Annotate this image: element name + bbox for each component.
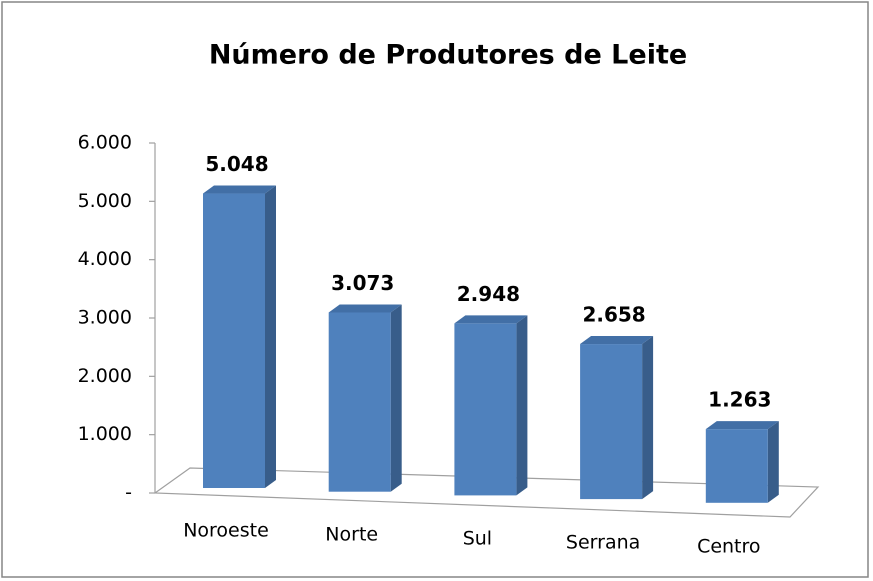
y-tick-label: 3.000 <box>78 307 132 329</box>
bar <box>705 429 768 503</box>
bar-side <box>767 421 779 503</box>
value-label: 1.263 <box>708 388 771 412</box>
floor <box>153 467 820 518</box>
value-label: 2.948 <box>457 282 520 306</box>
bar-top <box>203 185 276 194</box>
x-tick-label: Centro <box>697 536 760 558</box>
y-tick-label: - <box>125 482 132 504</box>
bar <box>328 312 391 492</box>
bar-side <box>516 315 528 496</box>
bar <box>580 344 643 500</box>
value-label: 3.073 <box>331 271 394 295</box>
y-tick-label: 4.000 <box>78 248 132 270</box>
x-tick-label: Serrana <box>566 532 640 554</box>
bar <box>203 193 265 489</box>
y-tick-label: 5.000 <box>78 190 132 212</box>
bar-top <box>705 421 779 430</box>
value-label: 5.048 <box>205 152 268 176</box>
x-tick-label: Noroeste <box>183 520 269 542</box>
y-tick-label: 6.000 <box>78 132 132 154</box>
value-label: 2.658 <box>582 303 645 327</box>
chart-title: Número de Produtores de Leite <box>209 40 687 71</box>
y-tick-label: 1.000 <box>78 423 132 445</box>
bar-top <box>580 336 654 345</box>
y-tick-label: 2.000 <box>78 365 132 387</box>
bar-side <box>265 185 276 489</box>
bar-side <box>642 336 654 500</box>
bar <box>454 323 517 496</box>
x-tick-label: Norte <box>325 524 378 546</box>
bar-top <box>328 304 402 313</box>
bar-side <box>390 304 402 492</box>
x-tick-label: Sul <box>463 528 492 550</box>
bar-top <box>454 315 528 324</box>
